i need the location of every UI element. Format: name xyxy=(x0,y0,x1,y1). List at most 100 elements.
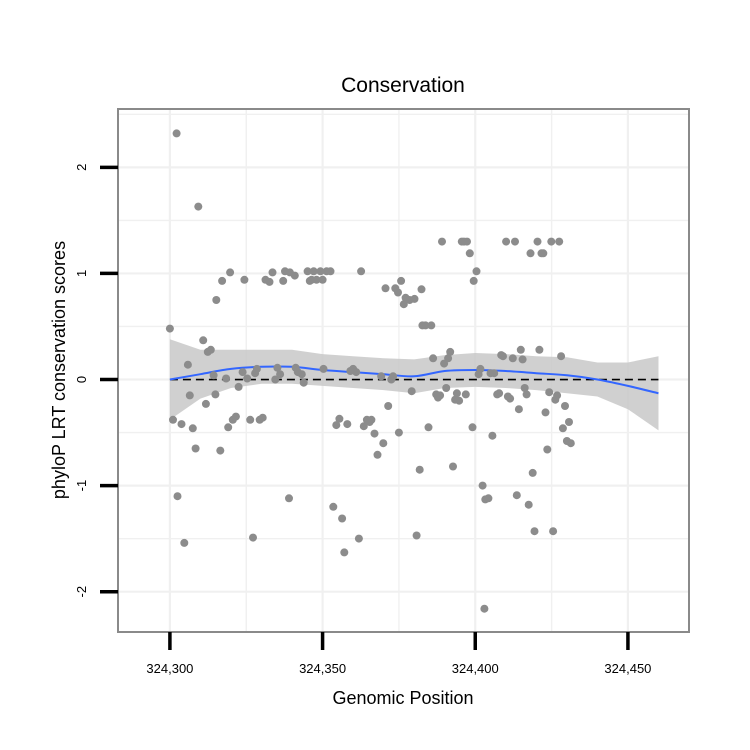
data-point xyxy=(209,371,218,380)
data-point xyxy=(299,378,308,387)
data-point xyxy=(340,548,349,557)
x-tick-label: 324,350 xyxy=(299,661,346,676)
data-point xyxy=(455,396,464,405)
data-point xyxy=(201,399,210,408)
data-point xyxy=(357,267,366,276)
data-point xyxy=(279,276,288,285)
data-point xyxy=(329,502,338,511)
points-layer xyxy=(165,129,575,613)
data-point xyxy=(530,527,539,536)
data-point xyxy=(547,237,556,246)
confidence-ribbon xyxy=(169,339,659,431)
data-point xyxy=(394,288,402,297)
data-point xyxy=(543,445,552,454)
data-point xyxy=(384,402,393,410)
data-point xyxy=(490,369,499,378)
data-point xyxy=(172,129,181,138)
x-tick-label: 324,400 xyxy=(452,661,499,676)
data-point xyxy=(480,604,489,613)
x-axis: 324,300 324,350 324,400 324,450 xyxy=(146,632,651,676)
data-point xyxy=(370,429,379,438)
data-point xyxy=(381,284,390,293)
data-point xyxy=(218,276,227,285)
data-point xyxy=(303,267,312,276)
data-point xyxy=(216,446,225,455)
x-tick-label: 324,300 xyxy=(146,661,193,676)
data-point xyxy=(226,268,235,277)
data-point xyxy=(461,390,470,399)
data-point xyxy=(410,294,419,303)
y-tick-label: -1 xyxy=(74,480,89,492)
data-point xyxy=(522,390,531,399)
x-axis-title: Genomic Position xyxy=(332,688,473,708)
data-point xyxy=(180,538,189,547)
data-point xyxy=(488,431,497,440)
data-point xyxy=(338,514,347,523)
data-point xyxy=(516,345,525,354)
data-point xyxy=(561,402,569,410)
data-point xyxy=(276,370,285,379)
data-point xyxy=(429,354,438,363)
data-point xyxy=(379,439,388,448)
y-tick-label: 0 xyxy=(74,376,89,383)
data-point xyxy=(265,277,274,286)
confidence-ribbon-layer xyxy=(169,339,659,431)
data-point xyxy=(231,412,240,421)
data-point xyxy=(243,374,252,383)
data-point xyxy=(553,391,562,400)
chart-title: Conservation xyxy=(341,74,465,97)
data-point xyxy=(297,370,306,379)
data-point xyxy=(312,275,321,284)
data-point xyxy=(258,413,267,422)
data-point xyxy=(194,202,203,211)
y-tick-label: 2 xyxy=(74,164,89,171)
data-point xyxy=(234,382,243,391)
data-point xyxy=(359,422,368,431)
data-point xyxy=(421,321,430,330)
data-point xyxy=(444,354,453,363)
y-tick-label: -2 xyxy=(74,586,89,598)
data-point xyxy=(222,374,231,383)
data-point xyxy=(512,491,521,500)
data-point xyxy=(484,494,493,503)
data-point xyxy=(526,249,535,258)
data-point xyxy=(545,388,554,397)
data-point xyxy=(285,494,293,503)
data-point xyxy=(539,249,548,258)
smooth-line-layer xyxy=(169,365,659,395)
data-point xyxy=(165,324,174,333)
data-point xyxy=(452,389,461,398)
data-point xyxy=(249,533,257,542)
data-point xyxy=(354,534,363,543)
data-point xyxy=(399,300,408,309)
data-point xyxy=(558,424,567,433)
data-point xyxy=(271,375,280,384)
data-point xyxy=(169,415,177,424)
y-axis: -2 -1 0 1 2 xyxy=(74,164,118,598)
data-point xyxy=(566,439,575,448)
data-point xyxy=(446,347,455,356)
data-point xyxy=(528,468,537,477)
data-point xyxy=(438,237,446,246)
data-point xyxy=(319,364,328,373)
data-point xyxy=(273,363,282,372)
data-point xyxy=(240,275,249,284)
data-point xyxy=(206,345,215,354)
data-point xyxy=(191,444,200,453)
data-point xyxy=(407,387,416,396)
data-point xyxy=(246,415,255,424)
data-point xyxy=(417,285,426,294)
data-point xyxy=(478,481,487,490)
data-point xyxy=(377,372,386,381)
data-point xyxy=(352,368,361,377)
data-point xyxy=(412,531,421,540)
data-point xyxy=(188,424,197,433)
data-point xyxy=(224,423,233,432)
data-point xyxy=(389,372,398,381)
data-point xyxy=(335,414,344,423)
data-point xyxy=(326,267,335,276)
data-point xyxy=(508,354,517,363)
data-point xyxy=(394,428,403,437)
data-point xyxy=(541,408,550,417)
